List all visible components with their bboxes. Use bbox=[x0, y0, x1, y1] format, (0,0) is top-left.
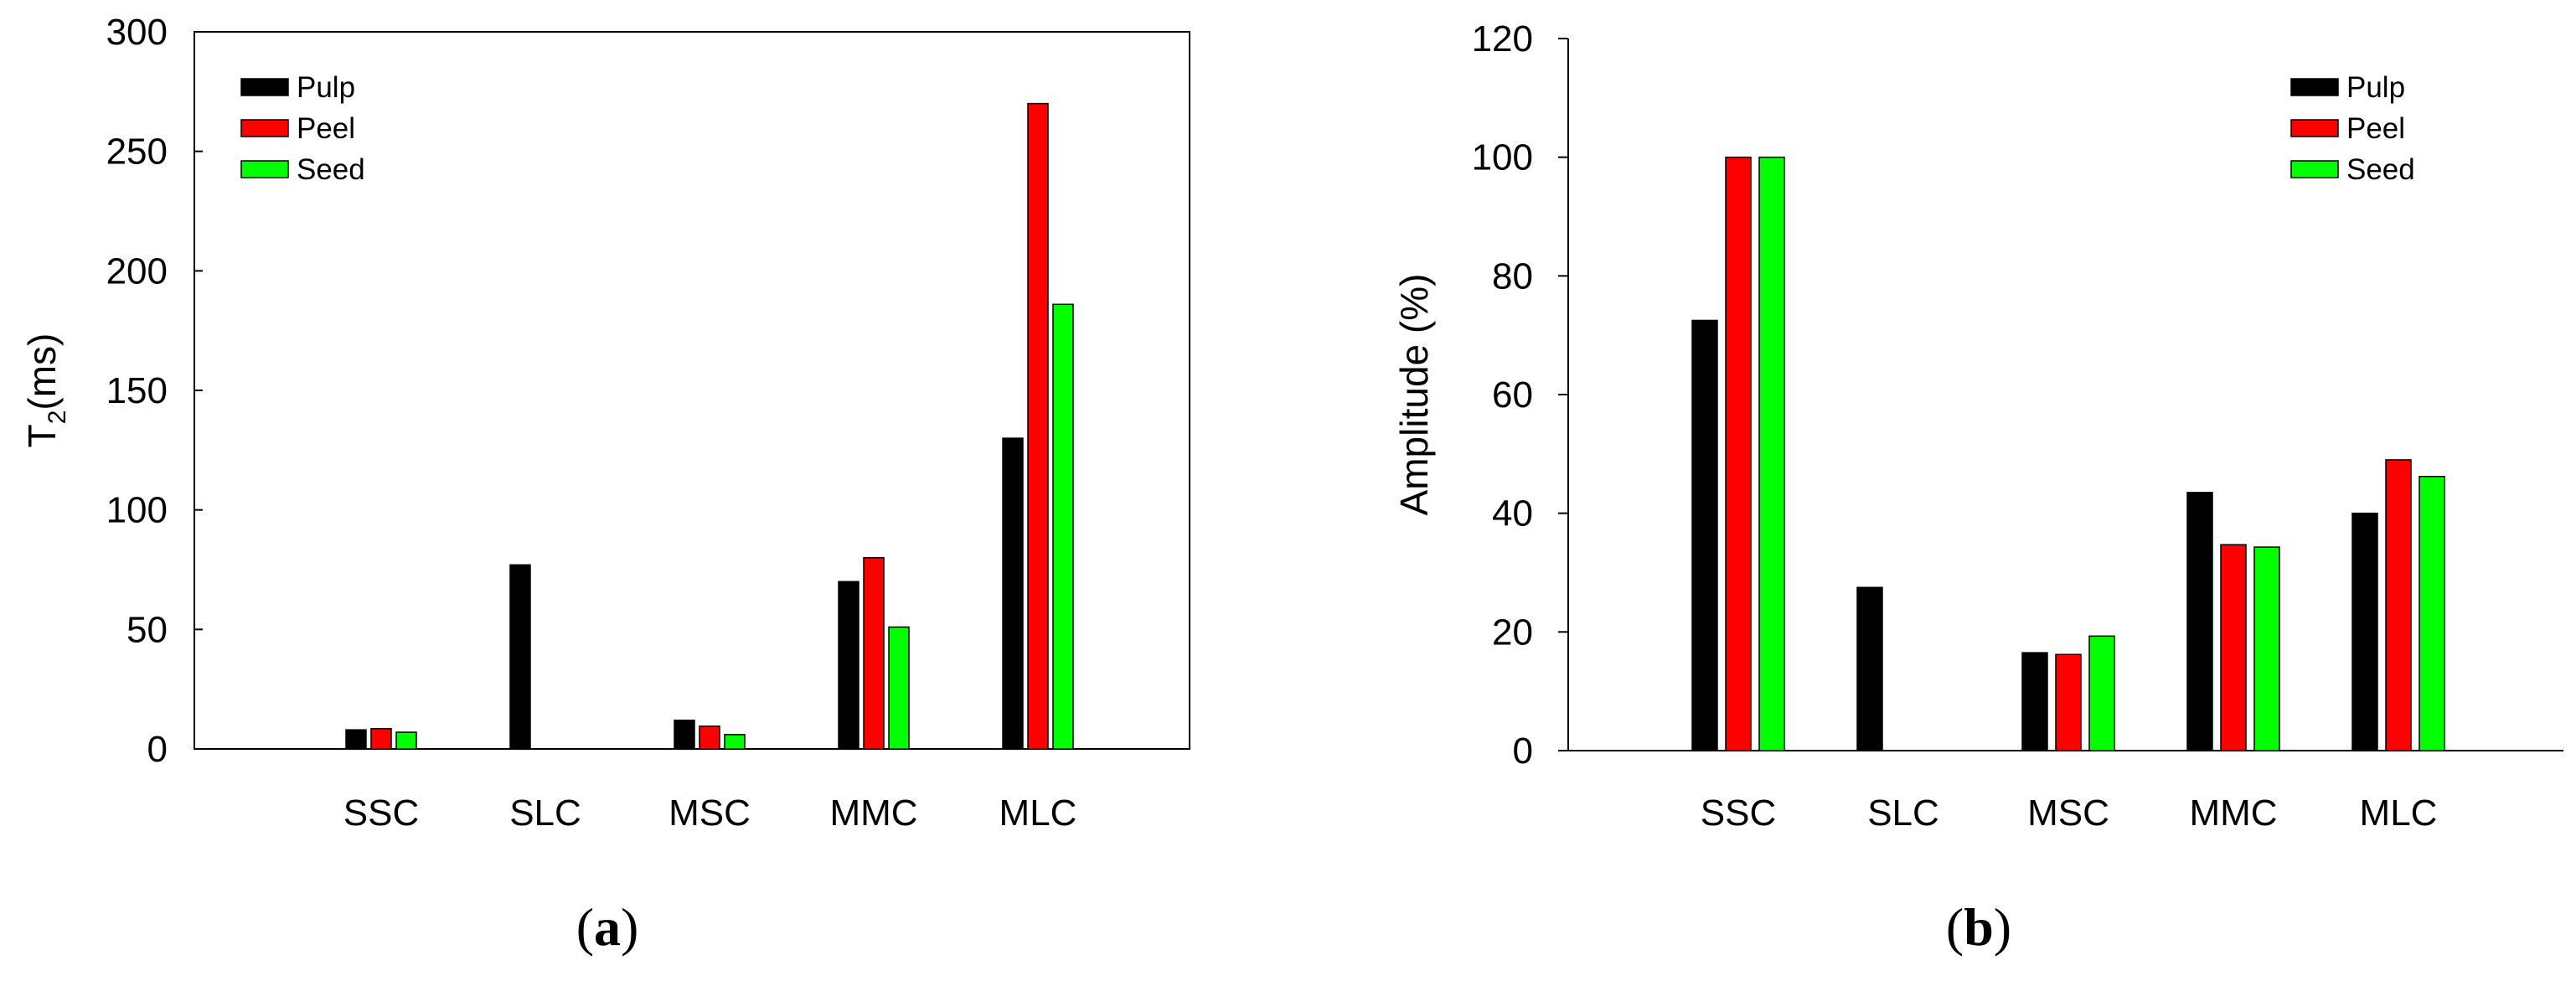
y-tick-label: 60 bbox=[1492, 374, 1533, 416]
legend: Pulp Peel Seed bbox=[2290, 71, 2415, 186]
x-tick-label: MLC bbox=[999, 793, 1077, 834]
legend-label-seed: Seed bbox=[297, 153, 365, 186]
legend-swatch-pulp bbox=[2290, 78, 2339, 96]
x-tick-label: SLC bbox=[1867, 793, 1939, 834]
bar-pulp-ssc bbox=[345, 729, 367, 750]
panel-b-chart: 0 20 40 60 80 100 120 SSC SLC MSC MMC MLC Amplitud… bbox=[1392, 18, 2563, 957]
y-tick-label: 50 bbox=[126, 609, 168, 650]
x-tick-label: MLC bbox=[2360, 793, 2438, 834]
y-tick-label: 250 bbox=[106, 132, 168, 173]
y-tick-label: 20 bbox=[1492, 612, 1533, 653]
bar-seed-mmc bbox=[2253, 546, 2280, 751]
x-tick-label: MMC bbox=[2189, 793, 2277, 834]
bar-peel-mmc bbox=[2220, 544, 2247, 751]
legend-label-seed: Seed bbox=[2346, 153, 2415, 186]
bar-pulp-mmc bbox=[838, 581, 860, 750]
y-tick-label: 100 bbox=[106, 490, 168, 531]
panel-a-chart: 0 50 100 150 200 250 300 SSC SLC MSC MMC MLC T2(ms… bbox=[20, 12, 1190, 957]
legend-label-peel: Peel bbox=[297, 112, 355, 145]
caption-close-paren: ) bbox=[1994, 897, 2011, 957]
legend-swatch-peel bbox=[2290, 119, 2339, 137]
x-tick-label: SSC bbox=[1701, 793, 1776, 834]
bar-seed-mlc bbox=[1052, 303, 1074, 750]
x-tick-label: MSC bbox=[669, 793, 751, 834]
caption-letter: b bbox=[1964, 897, 1994, 957]
y-axis-label-unit: (ms) bbox=[20, 333, 64, 410]
y-tick-label: 0 bbox=[147, 729, 168, 770]
legend-label-pulp: Pulp bbox=[297, 71, 355, 104]
x-axis-ticks: SSC SLC MSC MMC MLC bbox=[343, 793, 1077, 834]
caption-close-paren: ) bbox=[621, 897, 638, 957]
caption-open-paren: ( bbox=[1946, 897, 1964, 957]
bars-group bbox=[1691, 156, 2445, 751]
legend: Pulp Peel Seed bbox=[240, 71, 365, 186]
bar-peel-mmc bbox=[863, 556, 885, 750]
bar-seed-mmc bbox=[888, 626, 910, 750]
bar-peel-mlc bbox=[1027, 102, 1049, 750]
bar-seed-ssc bbox=[395, 731, 417, 750]
y-axis-ticks: 0 20 40 60 80 100 120 bbox=[1472, 18, 1568, 772]
x-tick-label: MSC bbox=[2027, 793, 2109, 834]
legend-label-pulp: Pulp bbox=[2346, 71, 2405, 104]
y-tick-label: 40 bbox=[1492, 493, 1533, 534]
y-axis-label: Amplitude (%) bbox=[1392, 274, 1436, 516]
legend-swatch-peel bbox=[240, 119, 289, 137]
bar-peel-ssc bbox=[1725, 156, 1752, 751]
x-tick-label: SLC bbox=[509, 793, 581, 834]
bar-peel-msc bbox=[699, 725, 720, 750]
bar-seed-msc bbox=[2088, 635, 2115, 751]
panel-caption: (a) bbox=[576, 897, 639, 957]
bars-group bbox=[345, 102, 1074, 750]
x-tick-label: MMC bbox=[829, 793, 917, 834]
x-axis-ticks: SSC SLC MSC MMC MLC bbox=[1701, 793, 2438, 834]
bar-pulp-msc bbox=[674, 720, 695, 750]
bar-pulp-mlc bbox=[1002, 437, 1024, 750]
x-tick-label: SSC bbox=[343, 793, 419, 834]
bar-peel-msc bbox=[2055, 653, 2082, 751]
y-axis-label: T2(ms) bbox=[20, 333, 71, 448]
bar-pulp-msc bbox=[2021, 652, 2048, 751]
y-tick-label: 150 bbox=[106, 370, 168, 411]
bar-pulp-mlc bbox=[2351, 512, 2378, 751]
y-tick-label: 80 bbox=[1492, 256, 1533, 297]
bar-seed-mlc bbox=[2419, 476, 2445, 751]
y-axis-label-main: T bbox=[20, 424, 64, 447]
y-tick-label: 120 bbox=[1472, 18, 1533, 59]
bar-peel-ssc bbox=[370, 727, 392, 750]
y-axis-ticks: 0 50 100 150 200 250 300 bbox=[106, 12, 203, 770]
y-tick-label: 100 bbox=[1472, 137, 1533, 178]
caption-open-paren: ( bbox=[576, 897, 594, 957]
bar-pulp-ssc bbox=[1691, 319, 1718, 751]
legend-swatch-seed bbox=[240, 160, 289, 178]
caption-letter: a bbox=[594, 897, 621, 957]
legend-swatch-pulp bbox=[240, 78, 289, 96]
y-tick-label: 0 bbox=[1513, 731, 1533, 772]
bar-pulp-slc bbox=[509, 564, 531, 750]
legend-swatch-seed bbox=[2290, 160, 2339, 178]
bar-pulp-slc bbox=[1856, 586, 1883, 751]
bar-seed-msc bbox=[724, 734, 746, 750]
y-tick-label: 200 bbox=[106, 250, 168, 292]
y-axis-label-main: Amplitude (%) bbox=[1392, 274, 1436, 516]
bar-pulp-mmc bbox=[2186, 492, 2213, 751]
panel-caption: (b) bbox=[1946, 897, 2011, 957]
y-axis-label-subscript: 2 bbox=[44, 410, 71, 425]
legend-label-peel: Peel bbox=[2346, 112, 2405, 145]
bar-seed-ssc bbox=[1758, 156, 1785, 751]
bar-peel-mlc bbox=[2385, 459, 2412, 751]
y-tick-label: 300 bbox=[106, 12, 168, 53]
